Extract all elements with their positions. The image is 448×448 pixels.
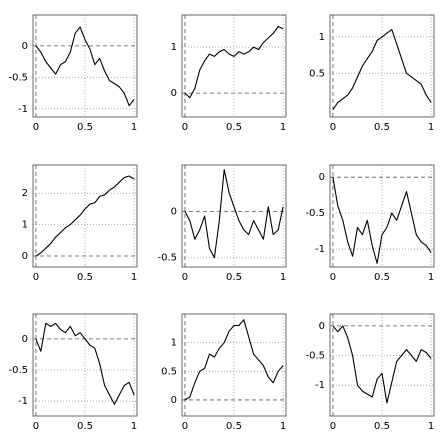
x-tick-label: 1 xyxy=(131,122,137,133)
x-tick-label: 0 xyxy=(33,272,39,283)
x-tick-label: 0 xyxy=(330,122,336,133)
y-tick-label: 0 xyxy=(319,321,325,332)
y-tick-label: -0.5 xyxy=(8,365,28,376)
line xyxy=(332,177,432,264)
y-tick-label: 0 xyxy=(171,395,177,406)
x-tick-label: 0 xyxy=(330,272,336,283)
y-tick-label: 0 xyxy=(22,41,28,52)
y-tick-label: -0.5 xyxy=(305,351,325,362)
x-tick-label: 0.5 xyxy=(374,421,390,432)
x-tick-label: 1 xyxy=(280,272,286,283)
y-tick-label: 0 xyxy=(319,172,325,183)
y-tick-label: -1 xyxy=(18,104,28,115)
y-tick-label: -0.5 xyxy=(305,208,325,219)
x-tick-label: 0 xyxy=(182,122,188,133)
x-tick-label: 0.5 xyxy=(226,272,242,283)
x-tick-label: 1 xyxy=(280,122,286,133)
y-tick-label: -1 xyxy=(315,244,325,255)
y-tick-label: -1 xyxy=(18,396,28,407)
y-tick-label: -0.5 xyxy=(8,72,28,83)
line xyxy=(332,29,432,111)
axes-frame xyxy=(181,14,287,118)
x-tick-label: 0.5 xyxy=(77,272,93,283)
x-tick-label: 0 xyxy=(33,421,39,432)
y-tick-label: 0 xyxy=(22,251,28,262)
x-tick-label: 1 xyxy=(280,421,286,432)
y-tick-label: -1 xyxy=(315,380,325,391)
y-tick-label: 0.5 xyxy=(161,366,177,377)
x-tick-label: 0.5 xyxy=(226,122,242,133)
y-tick-label: 0 xyxy=(171,206,177,217)
axes-frame xyxy=(181,164,287,268)
x-tick-label: 1 xyxy=(428,122,434,133)
x-tick-label: 0.5 xyxy=(77,122,93,133)
y-tick-label: 2 xyxy=(22,188,28,199)
y-tick-label: -0.5 xyxy=(157,253,177,264)
line xyxy=(184,319,284,401)
x-tick-label: 1 xyxy=(428,272,434,283)
x-tick-label: 0.5 xyxy=(77,421,93,432)
x-tick-label: 0.5 xyxy=(374,122,390,133)
axes-frame xyxy=(32,164,138,268)
line xyxy=(35,322,135,405)
line xyxy=(35,26,135,107)
y-tick-label: 1 xyxy=(171,42,177,53)
axes-frame xyxy=(32,313,138,417)
x-tick-label: 0.5 xyxy=(374,272,390,283)
y-tick-label: 1 xyxy=(22,220,28,231)
axes-frame xyxy=(329,14,435,118)
x-tick-label: 0 xyxy=(33,122,39,133)
axes-frame xyxy=(329,164,435,268)
line xyxy=(35,175,135,257)
y-tick-label: 0.5 xyxy=(309,68,325,79)
x-tick-label: 0 xyxy=(182,272,188,283)
line xyxy=(332,325,432,404)
y-tick-label: 1 xyxy=(171,338,177,349)
y-tick-label: 1 xyxy=(319,32,325,43)
x-tick-label: 1 xyxy=(131,272,137,283)
line xyxy=(184,169,284,259)
y-tick-label: 0 xyxy=(22,334,28,345)
y-tick-label: 0 xyxy=(171,88,177,99)
axes-frame xyxy=(329,313,435,417)
axes-frame xyxy=(181,313,287,417)
x-tick-label: 0 xyxy=(330,421,336,432)
x-tick-label: 0.5 xyxy=(226,421,242,432)
line xyxy=(184,25,284,99)
x-tick-label: 1 xyxy=(428,421,434,432)
x-tick-label: 0 xyxy=(182,421,188,432)
axes-frame xyxy=(32,14,138,118)
x-tick-label: 1 xyxy=(131,421,137,432)
